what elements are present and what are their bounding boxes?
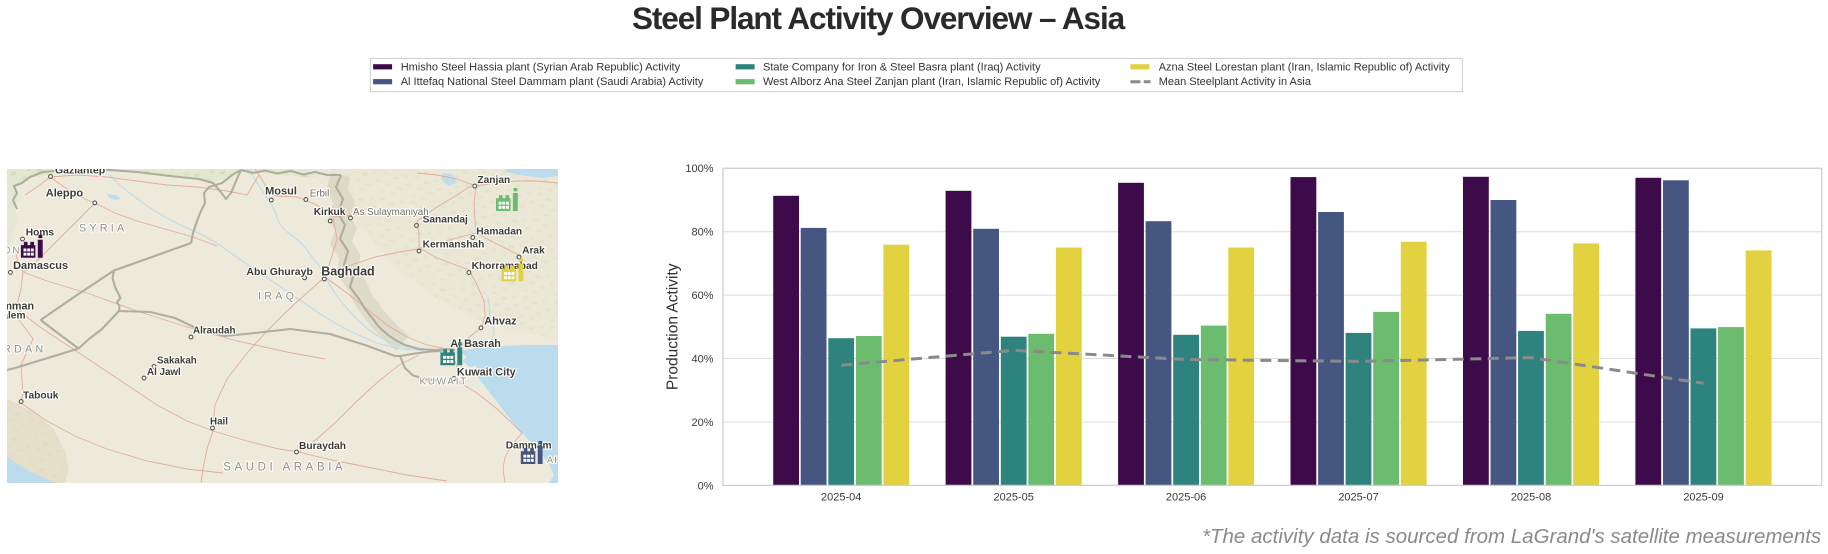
- svg-text:Hamadan: Hamadan: [476, 226, 522, 237]
- svg-text:Sanandaj: Sanandaj: [423, 215, 468, 226]
- svg-text:State Company for Iron & Steel: State Company for Iron & Steel Basra pla…: [763, 61, 1041, 73]
- svg-text:Mosul: Mosul: [265, 186, 297, 198]
- svg-text:20%: 20%: [691, 417, 713, 429]
- svg-text:Erbil: Erbil: [310, 189, 330, 200]
- svg-text:Abu Ghurayb: Abu Ghurayb: [246, 266, 313, 278]
- svg-text:Sakakah: Sakakah: [157, 356, 197, 367]
- svg-text:ON: ON: [7, 245, 21, 256]
- svg-text:KUWAIT: KUWAIT: [420, 377, 469, 388]
- svg-text:Kermanshah: Kermanshah: [423, 239, 485, 250]
- svg-text:Homs: Homs: [26, 228, 55, 239]
- svg-text:As Sulaymaniyah: As Sulaymaniyah: [353, 207, 429, 218]
- svg-text:2025-08: 2025-08: [1511, 491, 1551, 503]
- svg-text:RDAN: RDAN: [7, 344, 46, 356]
- svg-text:Dammam: Dammam: [506, 441, 552, 452]
- svg-text:Baghdad: Baghdad: [321, 265, 374, 279]
- svg-text:Aleppo: Aleppo: [46, 188, 84, 200]
- svg-text:2025-04: 2025-04: [821, 491, 861, 503]
- svg-text:mman: mman: [7, 301, 34, 313]
- svg-text:2025-06: 2025-06: [1166, 491, 1206, 503]
- svg-text:2025-05: 2025-05: [994, 491, 1034, 503]
- svg-text:alem: alem: [7, 311, 26, 322]
- svg-text:Kirkuk: Kirkuk: [314, 207, 346, 218]
- svg-text:80%: 80%: [691, 227, 713, 239]
- svg-text:Gaziantep: Gaziantep: [55, 169, 105, 177]
- svg-text:Azna Steel Lorestan plant (Ira: Azna Steel Lorestan plant (Iran, Islamic…: [1159, 61, 1451, 73]
- svg-text:West Alborz Ana Steel Zanjan p: West Alborz Ana Steel Zanjan plant (Iran…: [763, 76, 1101, 88]
- svg-text:SYRIA: SYRIA: [79, 223, 127, 235]
- svg-text:Al Jawl: Al Jawl: [147, 367, 181, 378]
- svg-text:Buraydah: Buraydah: [299, 441, 346, 452]
- svg-text:Al Basrah: Al Basrah: [450, 338, 500, 350]
- svg-text:100%: 100%: [685, 163, 713, 175]
- svg-text:60%: 60%: [691, 290, 713, 302]
- svg-text:Zanjan: Zanjan: [477, 175, 510, 186]
- svg-text:Damascus: Damascus: [13, 260, 68, 272]
- svg-text:2025-07: 2025-07: [1338, 491, 1378, 503]
- svg-text:Tabouk: Tabouk: [23, 391, 59, 402]
- svg-text:Mean Steelplant Activity in As: Mean Steelplant Activity in Asia: [1159, 76, 1312, 88]
- svg-text:Ahvaz: Ahvaz: [484, 316, 517, 328]
- svg-text:Al Ittefaq National Steel Damm: Al Ittefaq National Steel Dammam plant (…: [401, 76, 704, 88]
- svg-text:SAUDI ARABIA: SAUDI ARABIA: [223, 462, 346, 474]
- svg-text:Alraudah: Alraudah: [193, 326, 235, 337]
- svg-text:2025-09: 2025-09: [1683, 491, 1723, 503]
- svg-text:AHR: AHR: [547, 455, 558, 465]
- svg-text:Hail: Hail: [210, 417, 228, 428]
- svg-text:IRAQ: IRAQ: [258, 291, 297, 303]
- svg-text:Arak: Arak: [522, 245, 545, 256]
- svg-text:Production Activity: Production Activity: [665, 263, 682, 390]
- svg-text:Hmisho Steel Hassia plant (Syr: Hmisho Steel Hassia plant (Syrian Arab R…: [401, 61, 681, 73]
- svg-text:0%: 0%: [698, 480, 714, 492]
- svg-text:40%: 40%: [691, 354, 713, 366]
- svg-text:Kuwait City: Kuwait City: [457, 367, 516, 379]
